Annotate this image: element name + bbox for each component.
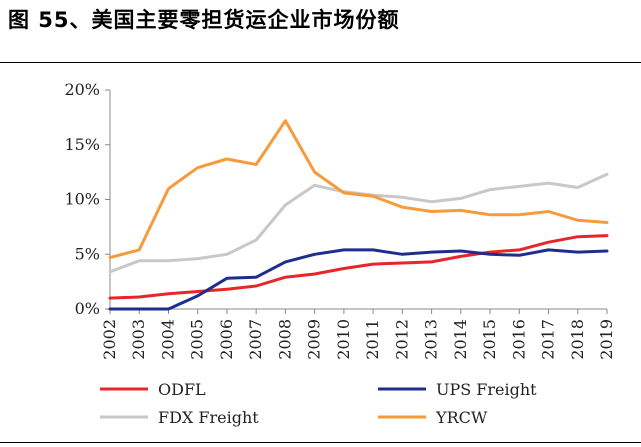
legend: ODFL UPS Freight FDX Freight YRCW — [100, 380, 537, 427]
legend-label: FDX Freight — [158, 408, 259, 427]
x-tick-label: 2004 — [158, 319, 177, 360]
x-tick-label: 2010 — [334, 319, 353, 360]
legend-item: ODFL — [100, 380, 206, 399]
x-tick-label: 2011 — [363, 319, 382, 360]
legend-label: ODFL — [158, 380, 206, 399]
x-tick-label: 2017 — [539, 319, 558, 360]
legend-item: FDX Freight — [100, 408, 259, 427]
x-tick-label: 2015 — [480, 319, 499, 360]
x-tick-label: 2008 — [275, 319, 294, 360]
x-tick-label: 2016 — [509, 319, 528, 360]
series-line-fdx-freight — [108, 172, 609, 274]
series-line-odfl — [108, 234, 609, 300]
x-tick-label: 2014 — [451, 319, 470, 360]
y-tick-label: 10% — [64, 190, 100, 209]
legend-label: YRCW — [435, 408, 488, 427]
legend-item: UPS Freight — [378, 380, 537, 399]
figure-title: 图 55、美国主要零担货运企业市场份额 — [8, 8, 400, 32]
x-tick-label: 2006 — [217, 319, 236, 360]
x-tick-label: 2013 — [422, 319, 441, 360]
y-tick-label: 5% — [75, 244, 100, 263]
legend-item: YRCW — [378, 408, 488, 427]
axes: 0% 5% 10% 15% 20% 2002 2003 2004 2005 2006 2007 200… — [64, 80, 616, 360]
x-tick-label: 2009 — [305, 319, 324, 360]
top-rule — [0, 62, 641, 63]
x-tick-label: 2007 — [246, 319, 265, 360]
x-tick-label: 2002 — [100, 319, 119, 360]
x-tick-label: 2018 — [568, 319, 587, 360]
y-tick-label: 15% — [64, 135, 100, 154]
x-tick-label: 2005 — [188, 319, 207, 360]
x-tick-label: 2019 — [597, 319, 616, 360]
series-line-yrcw — [108, 119, 609, 259]
series-lines — [108, 119, 609, 311]
y-tick-label: 0% — [75, 299, 100, 318]
bottom-rule — [0, 442, 641, 443]
x-tick-label: 2003 — [129, 319, 148, 360]
series-line-ups-freight — [108, 248, 609, 311]
y-tick-label: 20% — [64, 80, 100, 99]
x-tick-label: 2012 — [392, 319, 411, 360]
legend-label: UPS Freight — [436, 380, 537, 399]
